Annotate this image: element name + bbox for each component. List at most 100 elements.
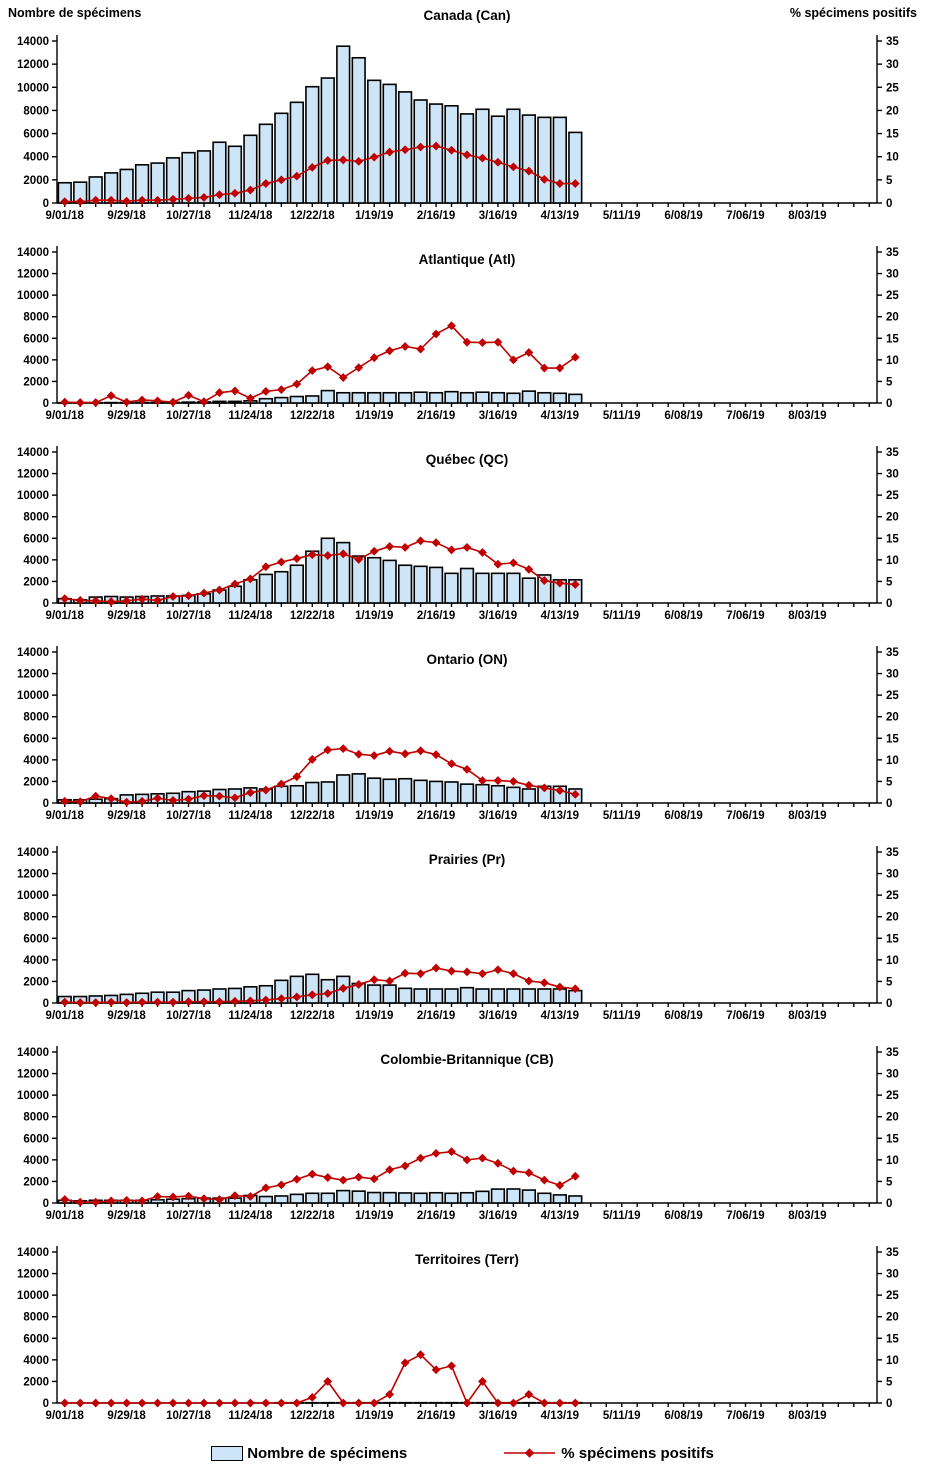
svg-text:9/29/18: 9/29/18 <box>107 1010 146 1022</box>
svg-text:2000: 2000 <box>23 376 49 388</box>
svg-text:6000: 6000 <box>23 333 49 345</box>
right-axis-labels: 0 5 10 15 20 25 30 35 <box>886 36 899 210</box>
diamond-marker <box>106 391 116 401</box>
diamond-marker <box>385 542 395 551</box>
svg-text:4/13/19: 4/13/19 <box>541 410 579 422</box>
diamond-marker <box>153 793 162 803</box>
diamond-marker <box>462 150 472 160</box>
diamond-marker <box>369 152 379 162</box>
x-axis-labels: 9/01/18 9/29/18 10/27/18 11/24/18 12/22/18 1/… <box>46 1010 827 1022</box>
svg-text:30: 30 <box>886 1069 899 1081</box>
svg-text:1/19/19: 1/19/19 <box>355 810 393 822</box>
chart-svg: 0 2000 4000 6000 8000 10000 12000 14000 0 5 10 15 20… <box>17 846 899 1022</box>
diamond-marker <box>91 195 101 205</box>
diamond-marker <box>323 745 333 755</box>
pct-positive-markers <box>60 1350 580 1408</box>
svg-text:3/16/19: 3/16/19 <box>479 810 517 822</box>
diamond-marker <box>493 965 503 975</box>
bars-series <box>57 973 583 1004</box>
bar <box>320 537 335 604</box>
bar <box>258 1195 274 1204</box>
svg-text:5: 5 <box>886 376 893 388</box>
x-axis-labels: 9/01/18 9/29/18 10/27/18 11/24/18 12/22/18 1/… <box>46 410 827 422</box>
diamond-marker <box>431 1148 441 1158</box>
bar <box>274 396 289 404</box>
legend-item-specimens: Nombre de spécimens <box>211 1445 407 1462</box>
svg-text:10: 10 <box>886 355 899 367</box>
diamond-marker <box>230 386 240 396</box>
diamond-marker <box>493 776 503 785</box>
svg-text:4000: 4000 <box>23 1155 49 1167</box>
diamond-marker <box>292 171 302 181</box>
svg-text:7/06/19: 7/06/19 <box>726 410 764 422</box>
chart-prairies-pr: 0 2000 4000 6000 8000 10000 12000 14000 0 5 10 15 20… <box>0 832 925 1032</box>
svg-text:2/16/19: 2/16/19 <box>417 1410 455 1422</box>
x-axis-labels: 9/01/18 9/29/18 10/27/18 11/24/18 12/22/18 1/… <box>46 210 827 222</box>
diamond-marker <box>539 1398 549 1408</box>
svg-text:5/11/19: 5/11/19 <box>603 810 641 822</box>
svg-text:3/16/19: 3/16/19 <box>479 1410 517 1422</box>
diamond-marker <box>416 536 425 546</box>
svg-text:20: 20 <box>886 512 899 524</box>
chart-svg: 0 2000 4000 6000 8000 10000 12000 14000 0 5 10 15 20… <box>8 6 917 222</box>
diamond-marker <box>106 195 116 205</box>
diamond-marker <box>292 554 302 563</box>
bar <box>428 988 444 1004</box>
diamond-marker <box>60 594 70 604</box>
bar <box>428 103 444 204</box>
svg-text:11/24/18: 11/24/18 <box>228 810 273 822</box>
svg-text:7/06/19: 7/06/19 <box>726 610 764 622</box>
pct-positive-markers <box>60 744 580 807</box>
diamond-marker <box>509 558 518 568</box>
pct-positive-line <box>64 747 576 803</box>
svg-text:15: 15 <box>886 733 899 745</box>
diamond-marker <box>91 998 101 1007</box>
left-axis-labels: 0 2000 4000 6000 8000 10000 12000 14000 <box>17 847 49 1010</box>
diamond-marker <box>199 1398 209 1408</box>
bar <box>382 778 397 804</box>
diamond-marker <box>215 190 224 200</box>
svg-text:14000: 14000 <box>17 1247 49 1259</box>
bar <box>320 1192 335 1204</box>
bar <box>367 777 382 804</box>
x-axis-labels: 9/01/18 9/29/18 10/27/18 11/24/18 12/22/18 1/… <box>46 1410 827 1422</box>
diamond-marker <box>416 142 425 152</box>
diamond-marker <box>153 1398 162 1408</box>
svg-text:5/11/19: 5/11/19 <box>603 1210 641 1222</box>
svg-text:2/16/19: 2/16/19 <box>417 610 455 622</box>
chart-ontario-on: 0 2000 4000 6000 8000 10000 12000 14000 0 5 10 15 20… <box>0 632 925 832</box>
svg-text:9/29/18: 9/29/18 <box>107 1410 146 1422</box>
diamond-marker <box>261 562 271 572</box>
diamond-marker <box>261 785 271 795</box>
svg-text:10/27/18: 10/27/18 <box>166 410 211 422</box>
diamond-marker <box>431 963 441 973</box>
diamond-marker <box>524 1168 534 1178</box>
svg-text:4000: 4000 <box>23 1355 49 1367</box>
bar <box>537 391 552 404</box>
diamond-marker <box>106 1196 116 1206</box>
svg-text:10000: 10000 <box>17 890 49 902</box>
svg-text:6000: 6000 <box>23 933 49 945</box>
svg-text:8000: 8000 <box>23 912 49 924</box>
bar <box>506 392 521 404</box>
diamond-marker <box>462 967 472 977</box>
diamond-marker <box>338 1398 348 1408</box>
svg-text:6/08/19: 6/08/19 <box>664 1410 702 1422</box>
diamond-marker <box>230 579 240 589</box>
diamond-marker <box>354 363 364 373</box>
diamond-marker <box>570 984 580 994</box>
diamond-marker <box>199 791 209 801</box>
diamond-marker <box>416 746 425 756</box>
left-axis-labels: 0 2000 4000 6000 8000 10000 12000 14000 <box>17 447 49 610</box>
bar <box>274 570 289 604</box>
line-marker-icon <box>504 1448 556 1458</box>
bar <box>444 988 459 1004</box>
bar <box>521 988 537 1004</box>
bar <box>506 108 521 204</box>
diamond-marker <box>385 746 395 756</box>
pct-positive-line <box>64 967 576 1004</box>
diamond-marker <box>524 780 534 790</box>
diamond-marker <box>153 195 162 205</box>
svg-text:20: 20 <box>886 1312 899 1324</box>
bar <box>475 783 490 804</box>
